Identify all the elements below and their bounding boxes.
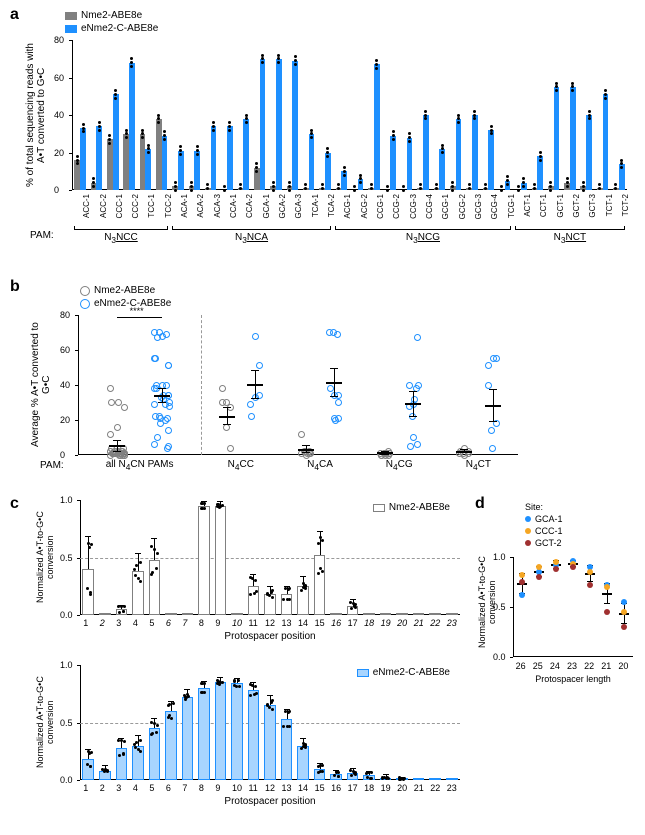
panel-b-plot: 020406080**** [78, 315, 518, 455]
panel-a-xaxis: ACC-1ACC-2CCC-1CCC-2TCC-1TCC-2ACA-1ACA-2… [72, 190, 627, 270]
panel-a-legend: Nme2-ABE8e eNme2-C-ABE8e [65, 10, 158, 36]
panel-b-xaxis: all N4CN PAMsN4CCN4CAN4CGN4CT [78, 457, 518, 482]
panel-d-label: d [475, 495, 485, 513]
panel-a-ylabel: % of total sequencing reads with A•T con… [25, 40, 47, 190]
panel-b-legend: Nme2-ABE8e eNme2-C-ABE8e [80, 285, 171, 311]
site-dot-ccc1 [525, 528, 531, 534]
legend-swatch-enme2 [65, 25, 77, 33]
legend-swatch-nme2 [65, 12, 77, 20]
panel-c-label: c [10, 495, 19, 513]
pam-label: PAM: [40, 460, 64, 471]
site-dot-gca1 [525, 516, 531, 522]
panel-c: Normalized A•T-to-G•C conversion0.00.51.… [30, 500, 470, 830]
panel-b-label: b [10, 278, 20, 296]
legend-circle-enme2 [80, 299, 90, 309]
panel-a-label: a [10, 6, 19, 24]
panel-b: Nme2-ABE8e eNme2-C-ABE8e Average % A•T c… [30, 285, 530, 485]
site-dot-gct2 [525, 540, 531, 546]
panel-b-ylabel: Average % A•T converted to G•C [30, 315, 52, 455]
pam-prefix: PAM: [30, 230, 54, 241]
panel-a-plot: 020406080 [72, 40, 627, 190]
panel-a: Nme2-ABE8e eNme2-C-ABE8e % of total sequ… [30, 10, 630, 270]
panel-d-legend: Site: GCA-1 CCC-1 GCT-2 [525, 502, 563, 550]
panel-d-xlabel: Protospacer length [513, 674, 633, 684]
panel-d: Site: GCA-1 CCC-1 GCT-2 Normalized A•T-t… [485, 502, 640, 682]
panel-d-plot: 0.00.51.0 [513, 557, 633, 657]
legend-circle-nme2 [80, 286, 90, 296]
